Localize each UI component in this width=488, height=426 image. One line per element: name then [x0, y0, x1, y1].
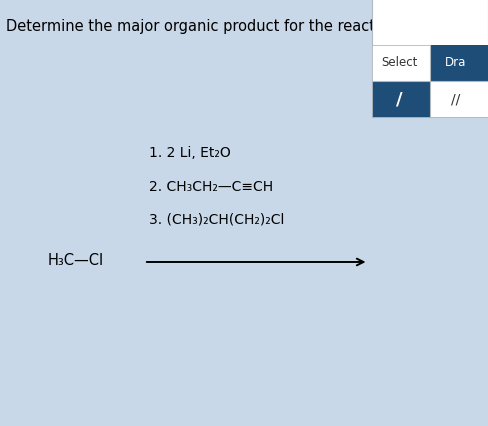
- Bar: [372, 81, 430, 117]
- Text: Determine the major organic product for the reaction scheme shown.: Determine the major organic product for …: [6, 19, 488, 34]
- Text: H₃C—Cl: H₃C—Cl: [47, 253, 104, 268]
- Bar: [430, 81, 488, 117]
- Text: 2. CH₃CH₂—C≡CH: 2. CH₃CH₂—C≡CH: [149, 180, 273, 194]
- Bar: [372, 45, 430, 81]
- Bar: [430, 45, 488, 81]
- Text: 1. 2 Li, Et₂O: 1. 2 Li, Et₂O: [149, 146, 231, 160]
- Text: Select: Select: [382, 56, 418, 69]
- Text: 3. (CH₃)₂CH(CH₂)₂Cl: 3. (CH₃)₂CH(CH₂)₂Cl: [149, 213, 284, 227]
- Text: /: /: [396, 90, 403, 108]
- Text: Dra: Dra: [446, 56, 467, 69]
- Text: //: //: [451, 92, 461, 106]
- Bar: [372, 0, 488, 117]
